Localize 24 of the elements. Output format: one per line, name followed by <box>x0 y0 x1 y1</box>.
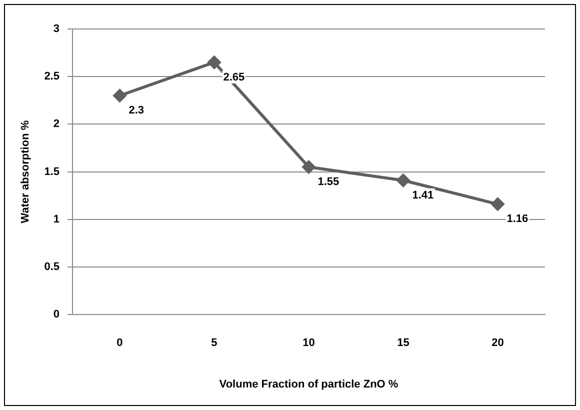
y-tick-label: 0.5 <box>44 261 60 274</box>
point <box>208 56 221 69</box>
y-tick-label: 1.5 <box>44 166 60 178</box>
data-label: 2.3 <box>128 104 144 117</box>
x-tick-label: 0 <box>116 337 123 350</box>
y-tick-label: 3 <box>53 23 60 36</box>
data-label: 1.16 <box>506 213 528 226</box>
point <box>113 89 126 102</box>
data-label: 1.55 <box>318 176 340 188</box>
y-tick-label: 2 <box>53 118 60 130</box>
x-tick-label: 20 <box>492 337 504 350</box>
x-tick-label: 10 <box>302 337 315 350</box>
point <box>491 198 504 211</box>
point <box>396 174 410 187</box>
y-tick-label: 2.5 <box>44 70 60 83</box>
x-tick-label: 15 <box>397 337 410 350</box>
y-tick-label: 1 <box>53 213 60 226</box>
x-tick-label: 5 <box>211 337 218 350</box>
data-label: 2.65 <box>223 71 245 84</box>
data-label: 1.41 <box>412 189 434 202</box>
point <box>302 160 316 174</box>
y-axis-title: Water absorption % <box>20 120 32 224</box>
x-axis-title: Volume Fraction of particle ZnO % <box>219 378 398 390</box>
y-tick-label: 0 <box>53 308 60 321</box>
